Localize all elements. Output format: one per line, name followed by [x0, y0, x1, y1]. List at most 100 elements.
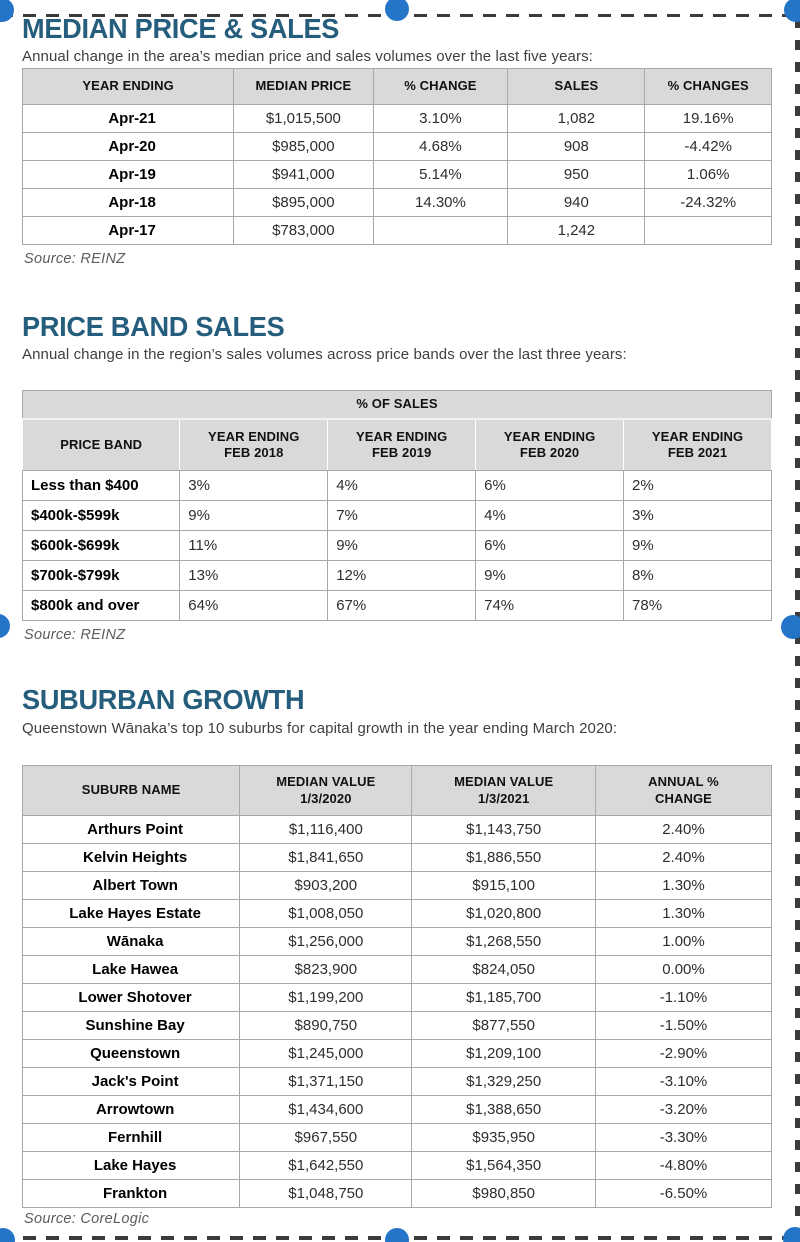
table-row: $600k-$699k 11% 9% 6% 9% [21, 530, 772, 561]
table-row: Kelvin Heights $1,841,650 $1,886,550 2.40% [21, 843, 773, 872]
table-row: Lake Hayes $1,642,550 $1,564,350 -4.80% [21, 1151, 773, 1180]
section-subtitle: Queenstown Wānaka’s top 10 suburbs for c… [22, 720, 618, 737]
cell: 14.30% [372, 188, 509, 217]
cell: -2.90% [594, 1039, 773, 1068]
table-row: Lower Shotover $1,199,200 $1,185,700 -1.10% [21, 983, 773, 1012]
cell: 9% [623, 530, 772, 561]
dot-icon [385, 1228, 409, 1242]
cell: 11% [179, 530, 329, 561]
cell: $1,329,250 [411, 1067, 596, 1096]
dot-icon [0, 0, 14, 22]
column-header: MEDIAN VALUE 1/3/2020 [239, 765, 413, 816]
table-row: Apr-18 $895,000 14.30% 940 -24.32% [21, 188, 772, 217]
cell: 64% [179, 590, 329, 621]
dot-icon [0, 1228, 15, 1242]
column-header: % CHANGE [372, 68, 509, 105]
cell: $1,008,050 [239, 899, 413, 928]
column-header: PRICE BAND [21, 418, 181, 471]
cell: -4.42% [644, 132, 772, 161]
row-label: Less than $400 [21, 470, 181, 501]
cell: 4.68% [372, 132, 509, 161]
cell: 1.30% [594, 871, 773, 900]
table-row: Frankton $1,048,750 $980,850 -6.50% [21, 1179, 773, 1208]
table-row: Apr-19 $941,000 5.14% 950 1.06% [21, 160, 772, 189]
cell: 9% [179, 500, 329, 531]
cell: -1.50% [594, 1011, 773, 1040]
row-label: Apr-19 [21, 160, 235, 189]
column-header: MEDIAN PRICE [233, 68, 374, 105]
cell: 1,242 [507, 216, 646, 245]
cell: 3% [623, 500, 772, 531]
row-label: $800k and over [21, 590, 181, 621]
column-header: SALES [507, 68, 646, 105]
row-label: Arthurs Point [21, 815, 241, 844]
cell: $1,015,500 [233, 104, 374, 133]
cell: 0.00% [594, 955, 773, 984]
table-row: Wānaka $1,256,000 $1,268,550 1.00% [21, 927, 773, 956]
table-row: Apr-21 $1,015,500 3.10% 1,082 19.16% [21, 104, 772, 133]
price-band-sales-table: % OF SALES PRICE BAND YEAR ENDING FEB 2018… [21, 390, 772, 621]
column-header: YEAR ENDING FEB 2021 [623, 418, 772, 471]
table-row: Arthurs Point $1,116,400 $1,143,750 2.40% [21, 815, 773, 844]
cell: 908 [507, 132, 646, 161]
cell: 1,082 [507, 104, 646, 133]
cell: 950 [507, 160, 646, 189]
cell: $1,434,600 [239, 1095, 413, 1124]
cell: -3.20% [594, 1095, 773, 1124]
cell: -3.10% [594, 1067, 773, 1096]
cell: $1,245,000 [239, 1039, 413, 1068]
row-label: Albert Town [21, 871, 241, 900]
cell: $1,564,350 [411, 1151, 596, 1180]
cell: $935,950 [411, 1123, 596, 1152]
cell: 13% [179, 560, 329, 591]
cell: $980,850 [411, 1179, 596, 1208]
dot-icon [784, 0, 800, 22]
table-row: Less than $400 3% 4% 6% 2% [21, 470, 772, 501]
table-span-header: % OF SALES [22, 390, 772, 420]
dot-icon [385, 0, 409, 21]
table-row: $400k-$599k 9% 7% 4% 3% [21, 500, 772, 531]
cell: 4% [327, 470, 477, 501]
table-row: Lake Hayes Estate $1,008,050 $1,020,800 1.3… [21, 899, 773, 928]
cell: $903,200 [239, 871, 413, 900]
cell: $1,268,550 [411, 927, 596, 956]
cell [644, 216, 772, 245]
table-row: Lake Hawea $823,900 $824,050 0.00% [21, 955, 773, 984]
row-label: Sunshine Bay [21, 1011, 241, 1040]
cell: $783,000 [233, 216, 374, 245]
table-row: Arrowtown $1,434,600 $1,388,650 -3.20% [21, 1095, 773, 1124]
row-label: Lower Shotover [21, 983, 241, 1012]
cell: $1,048,750 [239, 1179, 413, 1208]
cell: -6.50% [594, 1179, 773, 1208]
cell: -3.30% [594, 1123, 773, 1152]
table-row: Sunshine Bay $890,750 $877,550 -1.50% [21, 1011, 773, 1040]
row-label: Jack's Point [21, 1067, 241, 1096]
cell: $824,050 [411, 955, 596, 984]
dot-icon [783, 1227, 800, 1242]
row-label: Fernhill [21, 1123, 241, 1152]
column-header: SUBURB NAME [21, 765, 241, 816]
cell: 12% [327, 560, 477, 591]
cell: 7% [327, 500, 477, 531]
row-label: Kelvin Heights [21, 843, 241, 872]
cell: $1,209,100 [411, 1039, 596, 1068]
header-row: YEAR ENDING MEDIAN PRICE% CHANGE SALES% CH… [21, 68, 772, 105]
table-row: Jack's Point $1,371,150 $1,329,250 -3.10% [21, 1067, 773, 1096]
cell: $1,886,550 [411, 843, 596, 872]
column-header: YEAR ENDING [21, 68, 235, 105]
cell: $1,020,800 [411, 899, 596, 928]
cell: $1,642,550 [239, 1151, 413, 1180]
row-label: Lake Hayes [21, 1151, 241, 1180]
table-row: Fernhill $967,550 $935,950 -3.30% [21, 1123, 773, 1152]
cell: $1,185,700 [411, 983, 596, 1012]
table-row: Apr-17 $783,000 1,242 [21, 216, 772, 245]
cell: 3.10% [372, 104, 509, 133]
cell: $890,750 [239, 1011, 413, 1040]
cell: 8% [623, 560, 772, 591]
cell: 67% [327, 590, 477, 621]
cell: 5.14% [372, 160, 509, 189]
row-label: Apr-21 [21, 104, 235, 133]
cell: 9% [475, 560, 625, 591]
table-row: Albert Town $903,200 $915,100 1.30% [21, 871, 773, 900]
